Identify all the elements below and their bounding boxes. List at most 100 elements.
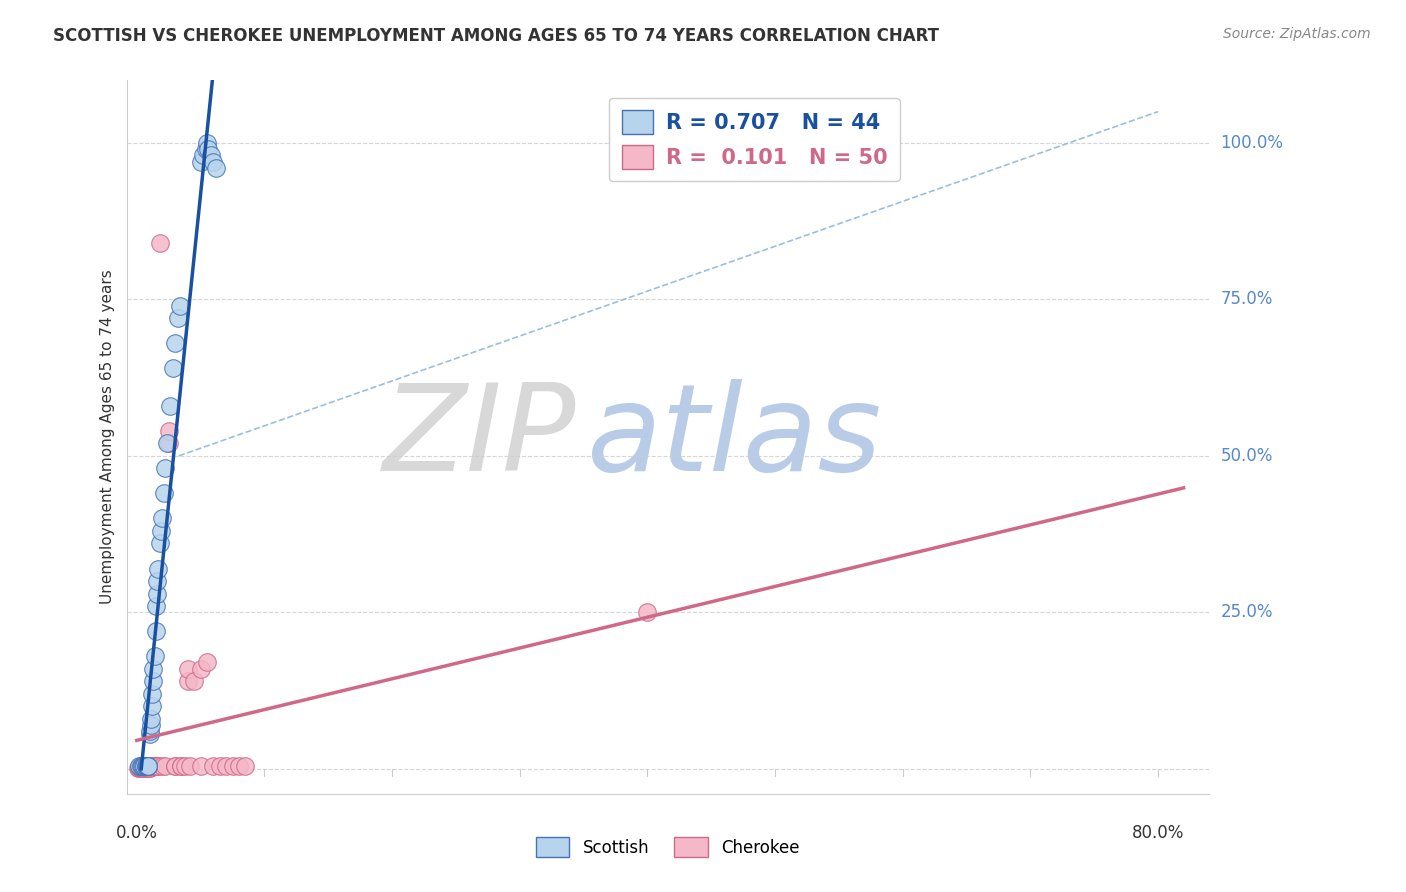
Point [129,761,152,775]
Point [138,724,160,739]
Point [139,712,162,726]
Point [128,761,150,775]
Text: 100.0%: 100.0% [1220,134,1284,152]
Point [138,761,160,775]
Point [135,760,157,774]
Text: 75.0%: 75.0% [1220,291,1272,309]
Point [148,758,170,772]
Text: Source: ZipAtlas.com: Source: ZipAtlas.com [1223,27,1371,41]
Point [128,760,150,774]
Point [145,599,167,613]
Point [162,361,184,376]
Point [165,758,187,772]
Point [131,758,153,772]
Point [136,761,159,775]
Point [132,759,155,773]
Point [136,759,159,773]
Point [636,605,658,619]
Text: 80.0%: 80.0% [1132,824,1184,842]
Point [205,161,228,175]
Point [202,758,225,772]
Point [202,154,225,169]
Point [129,758,152,772]
Point [153,461,176,475]
Legend: Scottish, Cherokee: Scottish, Cherokee [530,830,806,864]
Point [136,758,159,772]
Text: 25.0%: 25.0% [1220,603,1272,622]
Point [190,758,212,772]
Point [127,761,149,775]
Point [153,758,176,772]
Point [135,758,157,772]
Point [136,758,159,772]
Point [150,511,173,525]
Point [145,624,167,639]
Point [215,758,238,772]
Point [128,758,150,772]
Point [131,761,153,775]
Point [157,424,180,438]
Point [132,761,155,775]
Point [142,758,165,772]
Point [194,142,217,156]
Text: SCOTTISH VS CHEROKEE UNEMPLOYMENT AMONG AGES 65 TO 74 YEARS CORRELATION CHART: SCOTTISH VS CHEROKEE UNEMPLOYMENT AMONG … [53,27,939,45]
Point [141,687,163,701]
Point [136,758,159,772]
Point [233,758,256,772]
Point [132,758,155,772]
Point [143,649,166,664]
Point [134,758,156,772]
Point [200,148,222,162]
Point [149,235,172,250]
Point [129,760,152,774]
Point [145,758,167,772]
Point [136,758,159,772]
Point [134,760,156,774]
Point [190,154,212,169]
Point [149,536,172,550]
Point [143,758,166,772]
Point [150,758,173,772]
Point [134,761,156,775]
Point [142,674,165,689]
Point [136,761,159,775]
Point [136,759,159,773]
Point [135,758,157,772]
Point [221,758,243,772]
Point [142,662,165,676]
Point [131,759,153,773]
Point [208,758,231,772]
Point [146,574,169,588]
Point [146,586,169,600]
Text: 50.0%: 50.0% [1220,447,1272,465]
Point [139,758,162,772]
Point [159,399,181,413]
Point [170,758,193,772]
Point [138,727,160,741]
Point [177,674,200,689]
Point [190,662,212,676]
Point [150,524,173,538]
Point [174,758,197,772]
Point [148,561,170,575]
Y-axis label: Unemployment Among Ages 65 to 74 years: Unemployment Among Ages 65 to 74 years [100,269,115,605]
Point [166,311,188,326]
Point [146,758,169,772]
Point [139,718,162,732]
Point [138,759,160,773]
Point [139,760,162,774]
Text: ZIP: ZIP [382,378,576,496]
Point [195,136,218,150]
Text: 0.0%: 0.0% [115,824,157,842]
Point [141,758,163,772]
Point [177,662,200,676]
Point [183,674,205,689]
Point [165,336,187,351]
Point [156,436,179,450]
Point [169,299,191,313]
Point [197,142,219,156]
Point [179,758,201,772]
Point [195,656,218,670]
Point [170,758,193,772]
Point [191,148,214,162]
